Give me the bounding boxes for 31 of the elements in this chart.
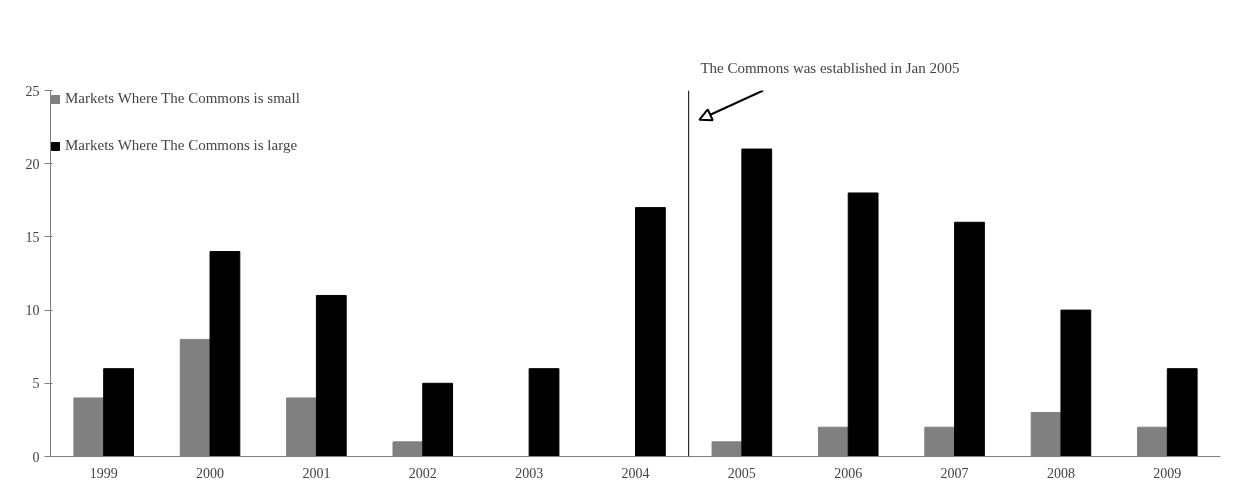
bar bbox=[635, 207, 666, 457]
legend-label: Markets Where The Commons is small bbox=[65, 90, 300, 107]
bar bbox=[954, 221, 985, 457]
y-tick-label: 10 bbox=[25, 303, 40, 319]
text: The Commons was established in Jan 2005 bbox=[700, 59, 960, 76]
x-tick-label: 2000 bbox=[196, 465, 225, 481]
bar bbox=[1166, 368, 1198, 457]
x-tick-label: 2006 bbox=[834, 465, 863, 481]
y-tick-label: 20 bbox=[25, 156, 40, 172]
y-tick-label: 25 bbox=[25, 83, 40, 99]
y-tick-label: 15 bbox=[25, 229, 40, 245]
bar bbox=[315, 294, 347, 457]
x-tick-label: 2005 bbox=[727, 465, 756, 481]
legend-label: Markets Where The Commons is large bbox=[65, 137, 298, 154]
bar bbox=[847, 192, 879, 457]
bar bbox=[1060, 309, 1092, 457]
x-tick-label: 2002 bbox=[408, 465, 437, 481]
x-tick-label: 2001 bbox=[302, 465, 331, 481]
bar bbox=[209, 251, 241, 457]
x-tick-label: 2004 bbox=[621, 465, 650, 481]
y-tick-label: 5 bbox=[32, 376, 40, 392]
x-tick-label: 2009 bbox=[1153, 465, 1182, 481]
bar bbox=[741, 148, 773, 457]
x-tick-label: 2003 bbox=[515, 465, 544, 481]
x-tick-label: 1999 bbox=[89, 465, 118, 481]
x-tick-label: 2007 bbox=[940, 465, 969, 481]
bar bbox=[528, 368, 560, 457]
bar bbox=[422, 382, 454, 457]
x-tick-label: 2008 bbox=[1046, 465, 1075, 481]
bar bbox=[103, 368, 134, 457]
y-tick-label: 0 bbox=[32, 449, 40, 465]
